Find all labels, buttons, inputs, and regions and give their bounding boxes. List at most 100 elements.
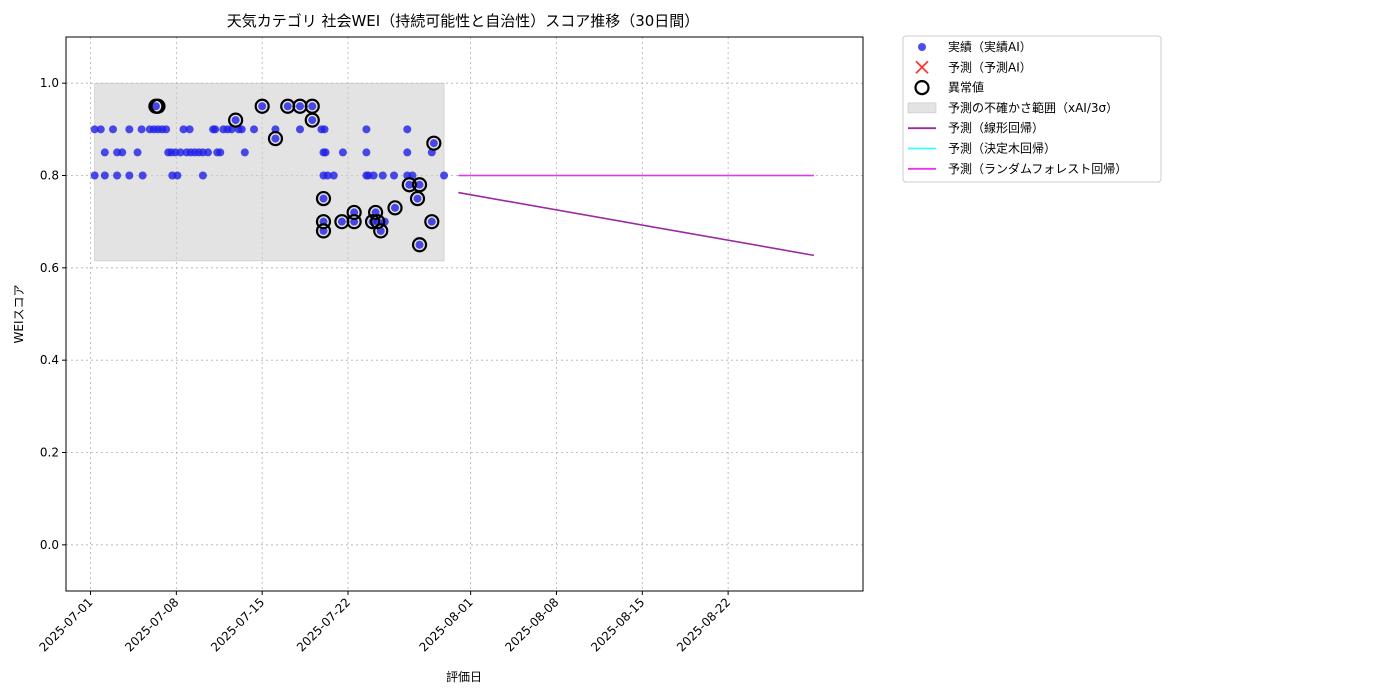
data-point <box>405 180 414 189</box>
y-tick-label: 0.4 <box>40 353 59 367</box>
anomaly-marker <box>411 237 428 253</box>
anomaly-marker <box>346 204 362 221</box>
data-point <box>403 125 412 134</box>
anomaly-marker <box>254 98 270 114</box>
data-point <box>337 217 346 226</box>
data-point <box>429 139 438 148</box>
data-point <box>250 125 259 134</box>
data-point <box>216 148 225 157</box>
line-linear <box>458 191 815 257</box>
data-point <box>125 171 134 180</box>
plot-frame <box>65 36 864 592</box>
data-point <box>323 171 332 180</box>
legend-label-forest: 予測（ランダムフォレスト回帰） <box>948 161 1127 176</box>
legend-frame <box>902 35 1162 183</box>
x-axis-label: 評価日 <box>446 669 482 684</box>
data-point <box>237 125 246 134</box>
data-point <box>320 125 329 134</box>
data-point <box>362 125 371 134</box>
anomaly-marker <box>401 177 417 193</box>
data-point <box>295 125 304 134</box>
data-point <box>198 171 207 180</box>
data-point <box>295 102 304 111</box>
anomaly-marker <box>315 190 332 207</box>
data-point <box>138 171 147 180</box>
anomaly-marker <box>424 214 440 230</box>
legend-label-anomaly: 異常値 <box>948 80 984 95</box>
y-tick-label: 0.0 <box>40 538 59 552</box>
data-point <box>391 203 400 212</box>
data-point <box>415 180 424 189</box>
y-tick-label: 1.0 <box>40 76 59 90</box>
anomaly-marker <box>315 214 332 230</box>
y-tick-label: 0.6 <box>40 261 59 275</box>
legend-swatch-anomaly <box>914 79 930 96</box>
anomaly-marker <box>364 214 381 230</box>
anomaly-marker <box>228 112 244 128</box>
anomaly-markers <box>148 98 442 253</box>
data-point <box>211 125 220 134</box>
data-point <box>113 171 122 180</box>
anomaly-marker <box>373 223 389 239</box>
data-point <box>109 125 118 134</box>
y-tick-label: 0.8 <box>40 169 59 183</box>
data-point <box>90 125 99 134</box>
anomaly-marker <box>368 204 384 221</box>
data-point <box>271 134 280 143</box>
anomaly-marker <box>304 112 320 128</box>
data-point <box>90 171 99 180</box>
data-point <box>283 102 292 111</box>
data-point <box>338 148 347 157</box>
data-point <box>151 102 160 111</box>
data-point <box>389 171 398 180</box>
data-point <box>440 171 449 180</box>
data-point <box>240 148 249 157</box>
data-point <box>258 102 267 111</box>
anomaly-marker <box>411 177 428 193</box>
data-point <box>362 148 371 157</box>
data-point <box>308 116 317 125</box>
anomaly-marker <box>315 223 332 239</box>
legend-label-tree: 予測（決定木回帰） <box>948 141 1056 156</box>
data-point <box>415 240 424 249</box>
uncertainty-band-rect <box>94 82 445 262</box>
data-point <box>403 148 412 157</box>
gridlines <box>66 37 863 591</box>
uncertainty-band <box>94 82 445 262</box>
anomaly-marker <box>426 135 442 151</box>
data-point <box>204 148 213 157</box>
data-point <box>118 148 127 157</box>
data-point <box>369 171 378 180</box>
legend-swatch-band <box>907 102 937 114</box>
legend-label-band: 予測の不確かさ範囲（xAI/3σ） <box>948 100 1118 115</box>
data-point <box>162 125 171 134</box>
anomaly-marker <box>387 200 403 216</box>
anomaly-marker <box>150 98 166 114</box>
legend-swatch-actual <box>918 43 926 51</box>
legend-swatch-predicted <box>915 60 929 74</box>
data-point <box>427 217 436 226</box>
y-tick-label: 0.2 <box>40 446 59 460</box>
data-point <box>329 171 338 180</box>
regression-lines <box>458 174 815 257</box>
data-point <box>231 116 240 125</box>
data-point <box>319 194 328 203</box>
data-point <box>185 125 194 134</box>
anomaly-marker <box>346 214 362 230</box>
y-axis: 0.0 0.2 0.4 0.6 0.8 1.0 <box>40 76 66 552</box>
chart-title: 天気カテゴリ 社会WEI（持続可能性と自治性）スコア推移（30日間） <box>227 12 700 30</box>
anomaly-marker <box>267 130 284 147</box>
data-point <box>100 171 109 180</box>
anomaly-marker <box>409 190 426 207</box>
data-point <box>96 125 105 134</box>
anomaly-marker <box>370 214 386 230</box>
data-point <box>125 125 134 134</box>
data-point <box>378 171 387 180</box>
data-point <box>321 148 330 157</box>
data-point <box>176 148 185 157</box>
data-point <box>100 148 109 157</box>
legend-label-linear: 予測（線形回帰） <box>948 120 1044 135</box>
data-point <box>179 125 188 134</box>
